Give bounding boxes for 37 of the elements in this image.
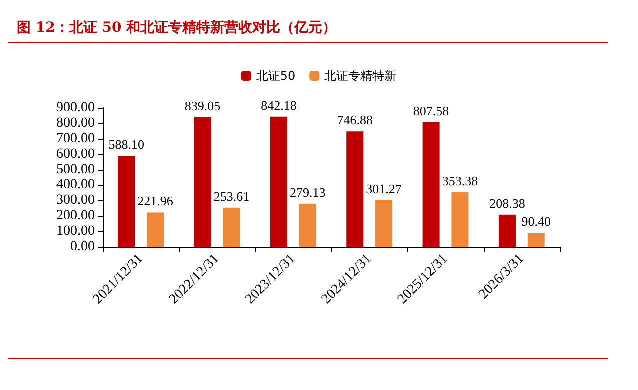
bar bbox=[498, 214, 516, 247]
bar bbox=[376, 200, 393, 247]
legend-label: 北证50 bbox=[256, 69, 296, 83]
y-tick-label: 0.00 bbox=[70, 240, 95, 254]
legend-label: 北证专精特新 bbox=[324, 69, 397, 83]
bar bbox=[270, 116, 288, 247]
data-label: 839.05 bbox=[184, 98, 221, 114]
bar bbox=[452, 192, 469, 247]
data-label: 279.13 bbox=[290, 184, 326, 200]
data-label: 221.96 bbox=[138, 194, 174, 209]
y-tick-label: 500.00 bbox=[56, 162, 95, 178]
y-tick-label: 900.00 bbox=[56, 100, 95, 116]
bar bbox=[422, 122, 440, 247]
data-label: 746.88 bbox=[337, 112, 374, 128]
y-tick-label: 200.00 bbox=[56, 208, 95, 224]
y-tick-label: 400.00 bbox=[56, 178, 95, 193]
y-tick-label: 600.00 bbox=[56, 146, 95, 162]
bar bbox=[118, 156, 136, 247]
y-tick-label: 700.00 bbox=[56, 131, 95, 146]
bar bbox=[299, 204, 316, 247]
y-tick-label: 100.00 bbox=[56, 224, 95, 240]
data-label: 807.58 bbox=[413, 103, 450, 118]
y-tick-label: 800.00 bbox=[56, 116, 95, 131]
bar bbox=[528, 233, 545, 247]
data-label: 90.40 bbox=[522, 214, 551, 230]
bar bbox=[147, 212, 164, 247]
bar bbox=[223, 208, 240, 247]
data-label: 353.38 bbox=[442, 173, 478, 188]
data-label: 842.18 bbox=[261, 98, 297, 113]
bar bbox=[194, 117, 212, 247]
data-label: 253.61 bbox=[214, 188, 250, 204]
bar bbox=[346, 132, 364, 247]
data-label: 208.38 bbox=[490, 196, 526, 211]
data-label: 301.27 bbox=[366, 181, 402, 196]
y-tick-label: 300.00 bbox=[56, 193, 95, 208]
chart-title: 图 12：北证 50 和北证专精特新营收对比（亿元） bbox=[17, 19, 337, 36]
data-label: 588.10 bbox=[108, 137, 145, 152]
